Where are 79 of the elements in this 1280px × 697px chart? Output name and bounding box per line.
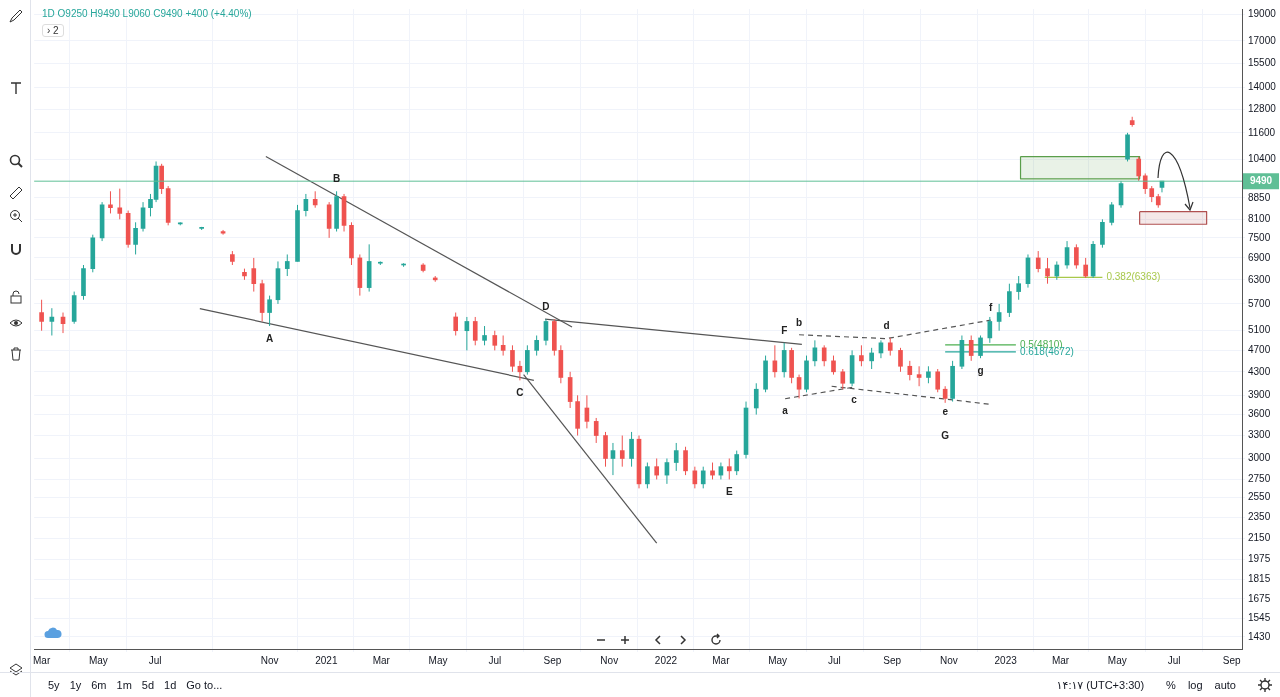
y-tick-label: 17000: [1248, 34, 1277, 46]
y-tick-label: 1675: [1248, 592, 1271, 604]
x-tick-label: Jul: [1167, 654, 1181, 666]
annotation: b: [796, 316, 803, 328]
text: 1y: [69, 679, 82, 691]
y-tick-label: 11600: [1248, 126, 1276, 138]
y-tick-label: 3600: [1248, 408, 1271, 420]
y-tick-label: 7500: [1248, 231, 1271, 243]
y-tick-label: 12800: [1248, 102, 1277, 114]
text: auto: [1214, 679, 1236, 692]
annotation: g: [977, 364, 984, 376]
annotation: A: [265, 332, 274, 344]
y-tick-label: 6900: [1248, 251, 1271, 263]
y-tick-label: 8850: [1248, 191, 1271, 203]
y-tick-label: 5700: [1248, 297, 1271, 309]
x-tick-label: Sep: [1222, 654, 1242, 666]
text: 1m: [116, 679, 132, 691]
x-tick-label: Sep: [883, 654, 902, 666]
y-tick-label: 5100: [1248, 324, 1271, 336]
x-tick-label: Mar: [372, 654, 391, 666]
annotation: a: [782, 405, 789, 417]
text: 1d: [164, 679, 177, 691]
y-tick-label: 4300: [1248, 365, 1271, 377]
y-tick-label: 1430: [1248, 630, 1271, 642]
ref-line-label: 9490: [1249, 174, 1273, 186]
text: Go to...: [186, 679, 223, 691]
x-tick-label: Nov: [260, 654, 279, 666]
x-tick-label: Mar: [1051, 654, 1070, 666]
annotation: › 2: [42, 24, 64, 37]
y-tick-label: 3300: [1248, 429, 1271, 441]
y-tick-label: 4700: [1248, 344, 1271, 356]
x-tick-label: Mar: [32, 654, 51, 666]
y-tick-label: 19000: [1248, 7, 1277, 19]
y-tick-label: 6300: [1248, 273, 1271, 285]
y-tick-label: 15500: [1248, 56, 1277, 68]
text: 6m: [91, 679, 107, 691]
annotation: E: [725, 486, 733, 498]
x-tick-label: Nov: [600, 654, 619, 666]
annotation: B: [332, 173, 341, 185]
x-tick-label: May: [1107, 654, 1127, 666]
y-tick-label: 2750: [1248, 473, 1271, 485]
annotation: G: [941, 429, 950, 441]
series-label: 0.382(6363): [1106, 271, 1161, 283]
annotation: C: [516, 387, 524, 399]
x-tick-label: Jul: [148, 654, 162, 666]
annotation: D: [542, 300, 550, 312]
x-tick-label: Mar: [712, 654, 731, 666]
x-tick-label: May: [768, 654, 788, 666]
annotation: c: [851, 393, 858, 405]
text: log: [1187, 679, 1203, 692]
text: 5y: [48, 679, 60, 691]
x-tick-label: Jul: [828, 654, 841, 666]
y-tick-label: 3000: [1248, 452, 1271, 464]
y-tick-label: 2350: [1248, 511, 1271, 523]
text: ۱۴:۱۷ (UTC+3:30): [1056, 679, 1145, 692]
y-tick-label: 1545: [1248, 612, 1271, 624]
x-tick-label: 2022: [654, 654, 678, 666]
y-tick-label: 2150: [1248, 532, 1271, 544]
x-tick-label: May: [428, 654, 448, 666]
x-tick-label: Nov: [939, 654, 958, 666]
y-tick-label: 1815: [1248, 573, 1271, 585]
text: %: [1166, 679, 1176, 692]
annotation: f: [989, 301, 994, 313]
x-tick-label: Sep: [543, 654, 562, 666]
x-tick-label: May: [88, 654, 108, 666]
x-tick-label: Jul: [488, 654, 502, 666]
y-tick-label: 10400: [1248, 152, 1277, 164]
x-tick-label: 2023: [994, 654, 1018, 666]
annotation: d: [883, 320, 890, 332]
y-tick-label: 8100: [1248, 213, 1271, 225]
text: 5d: [141, 679, 155, 691]
annotation: e: [942, 405, 949, 417]
x-tick-label: 2021: [315, 654, 338, 666]
y-tick-label: 14000: [1248, 81, 1277, 93]
annotation: F: [781, 324, 788, 336]
chart-subtitle: 1D O9250 H9490 L9060 C9490 +400 (+4.40%): [42, 8, 252, 19]
y-tick-label: 3900: [1248, 389, 1271, 401]
y-tick-label: 1975: [1248, 552, 1271, 564]
y-tick-label: 2550: [1248, 491, 1271, 503]
